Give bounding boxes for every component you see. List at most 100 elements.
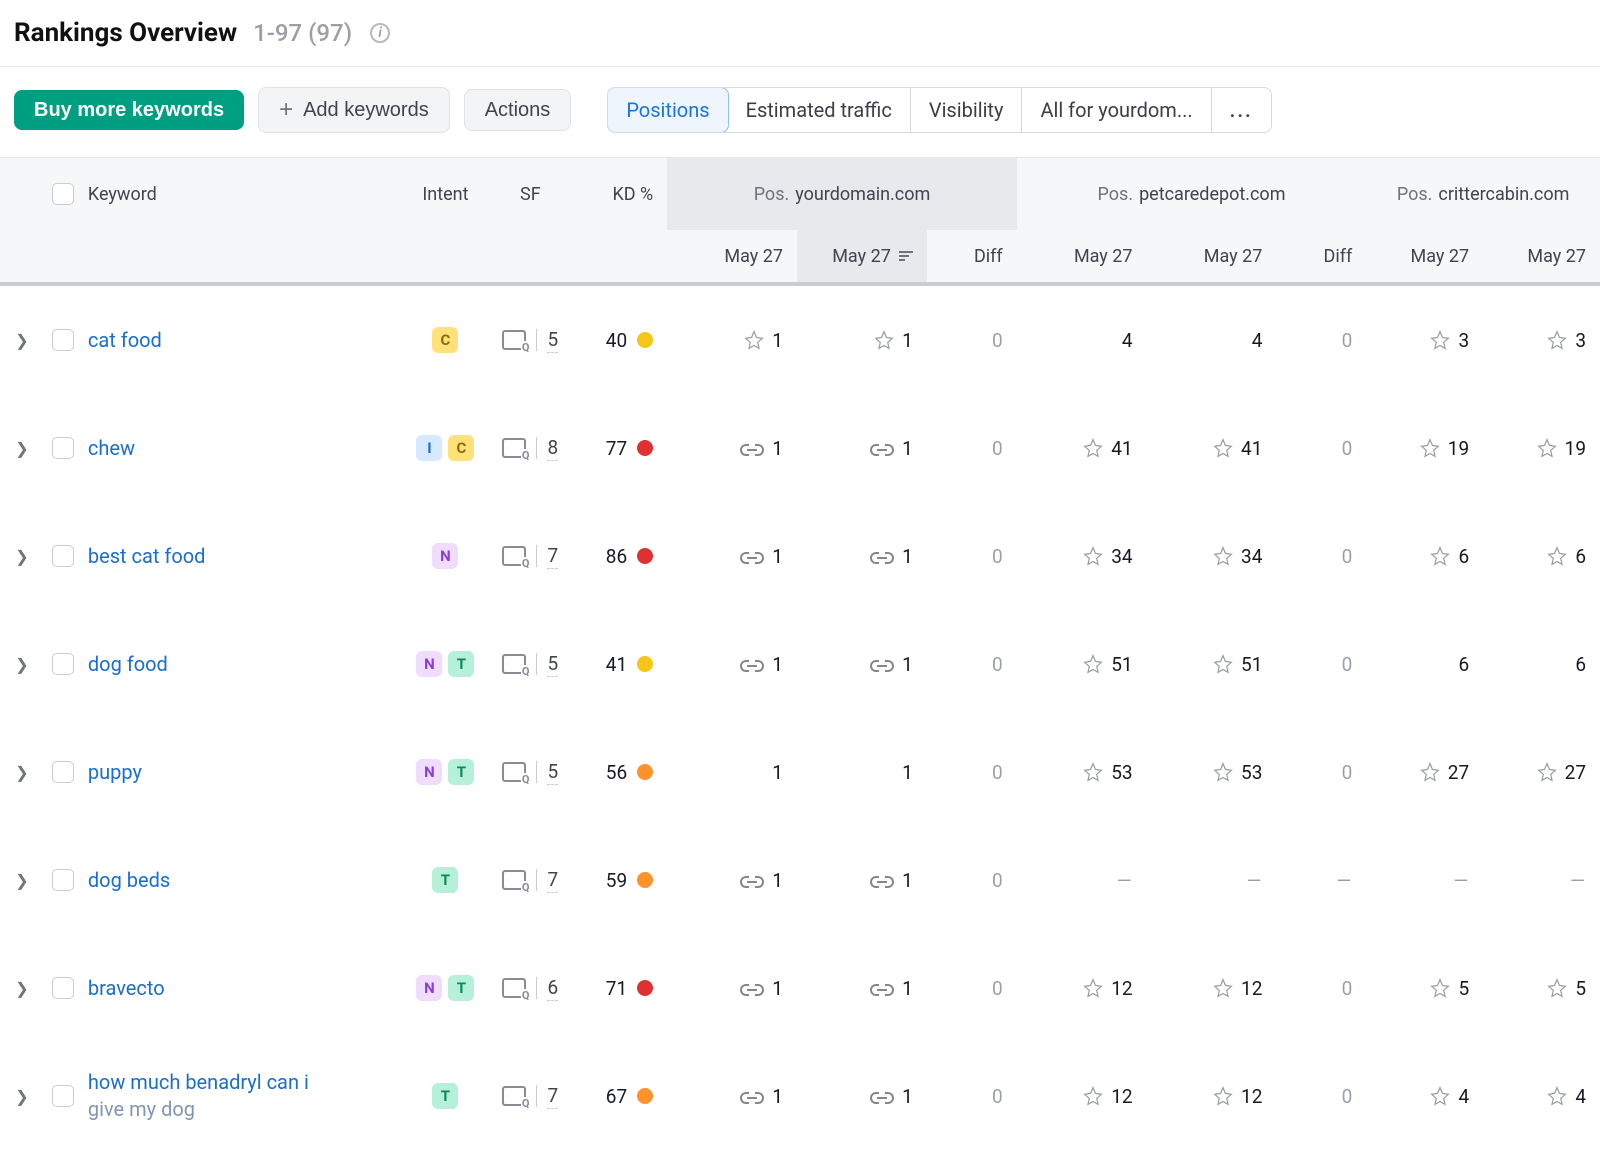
actions-button[interactable]: Actions (464, 89, 572, 131)
star-icon (1213, 546, 1233, 566)
intent-badge-c: C (432, 327, 458, 353)
keyword-link[interactable]: dog beds (88, 867, 170, 894)
position-value: 19 (1483, 437, 1586, 460)
expand-row-button[interactable]: ❯ (0, 979, 44, 998)
col-intent[interactable]: Intent (408, 184, 498, 205)
col-d2-date-a[interactable]: May 27 (1017, 246, 1147, 267)
row-checkbox[interactable] (44, 977, 88, 999)
col-d1-diff[interactable]: Diff (927, 246, 1017, 267)
table-row: ❯how much benadryl can igive my dogT7671… (0, 1042, 1600, 1150)
expand-row-button[interactable]: ❯ (0, 1087, 44, 1106)
star-icon (1083, 762, 1103, 782)
col-kd[interactable]: KD % (577, 184, 667, 205)
intent-badge-t: T (448, 975, 474, 1001)
serp-features[interactable]: 5 (502, 760, 558, 785)
col-domain-1[interactable]: Pos.yourdomain.com (667, 158, 1017, 230)
position-value: 41 (1017, 437, 1133, 460)
position-value: 6 (1366, 545, 1469, 568)
col-d1-date-a[interactable]: May 27 (667, 246, 797, 267)
col-sf[interactable]: SF (497, 184, 577, 205)
col-d3-date-b[interactable]: May 27 (1483, 246, 1600, 267)
expand-row-button[interactable]: ❯ (0, 439, 44, 458)
page-range: 1-97 (97) (253, 19, 352, 47)
tab-visibility[interactable]: Visibility (911, 88, 1023, 132)
row-checkbox[interactable] (44, 1085, 88, 1107)
serp-features[interactable]: 7 (502, 544, 558, 569)
keyword-link[interactable]: dog food (88, 651, 168, 678)
col-keyword[interactable]: Keyword (88, 184, 408, 205)
row-checkbox[interactable] (44, 653, 88, 675)
position-value: 27 (1483, 761, 1586, 784)
position-value: 6 (1483, 653, 1586, 676)
intent-badges: C (432, 327, 458, 353)
keyword-link[interactable]: puppy (88, 759, 142, 786)
position-value: 1 (797, 761, 913, 784)
star-icon (1083, 978, 1103, 998)
tab-more[interactable]: ... (1212, 88, 1271, 132)
col-domain-2[interactable]: Pos.petcaredepot.com (1017, 184, 1367, 205)
row-checkbox[interactable] (44, 329, 88, 351)
link-icon (740, 548, 764, 564)
row-checkbox[interactable] (44, 545, 88, 567)
star-icon (1537, 438, 1557, 458)
table-row: ❯chewIC877110414101919 (0, 394, 1600, 502)
serp-icon (502, 870, 526, 890)
expand-row-button[interactable]: ❯ (0, 331, 44, 350)
kd-value: 67 (577, 1085, 653, 1108)
intent-badges: T (432, 867, 458, 893)
row-checkbox[interactable] (44, 761, 88, 783)
position-value: 12 (1147, 1085, 1263, 1108)
diff-value: 0 (927, 545, 1003, 568)
star-icon (1213, 762, 1233, 782)
buy-keywords-button[interactable]: Buy more keywords (14, 90, 244, 130)
table-row: ❯bravectoNT6711101212055 (0, 934, 1600, 1042)
col-d3-date-a[interactable]: May 27 (1366, 246, 1483, 267)
kd-value: 86 (577, 545, 653, 568)
position-value: 6 (1366, 653, 1469, 676)
star-icon (1213, 978, 1233, 998)
position-value: 3 (1366, 329, 1469, 352)
diff-value: — (1276, 869, 1352, 892)
star-icon (1430, 330, 1450, 350)
keyword-link[interactable]: cat food (88, 327, 162, 354)
star-icon (1547, 546, 1567, 566)
keyword-link[interactable]: chew (88, 435, 135, 462)
position-value: 1 (667, 869, 783, 892)
tab-all-for-domain[interactable]: All for yourdom... (1022, 88, 1211, 132)
tab-estimated-traffic[interactable]: Estimated traffic (728, 88, 911, 132)
position-value: 4 (1366, 1085, 1469, 1108)
expand-row-button[interactable]: ❯ (0, 547, 44, 566)
serp-features[interactable]: 7 (502, 868, 558, 893)
select-all-checkbox[interactable] (44, 183, 88, 205)
col-domain-3[interactable]: Pos.crittercabin.com (1366, 184, 1600, 205)
keyword-link[interactable]: how much benadryl can igive my dog (88, 1069, 309, 1123)
row-checkbox[interactable] (44, 437, 88, 459)
add-keywords-button[interactable]: +Add keywords (258, 87, 450, 133)
expand-row-button[interactable]: ❯ (0, 871, 44, 890)
star-icon (1083, 654, 1103, 674)
link-icon (870, 872, 894, 888)
intent-badge-c: C (448, 435, 474, 461)
serp-features[interactable]: 5 (502, 652, 558, 677)
link-icon (740, 1088, 764, 1104)
expand-row-button[interactable]: ❯ (0, 655, 44, 674)
serp-features[interactable]: 7 (502, 1084, 558, 1109)
serp-features[interactable]: 5 (502, 328, 558, 353)
kd-value: 41 (577, 653, 653, 676)
serp-features[interactable]: 6 (502, 976, 558, 1001)
keyword-link[interactable]: best cat food (88, 543, 206, 570)
row-checkbox[interactable] (44, 869, 88, 891)
diff-value: 0 (1276, 977, 1352, 1000)
tab-positions[interactable]: Positions (607, 87, 728, 133)
keyword-link[interactable]: bravecto (88, 975, 165, 1002)
position-value: 4 (1147, 329, 1263, 352)
serp-features[interactable]: 8 (502, 436, 558, 461)
expand-row-button[interactable]: ❯ (0, 763, 44, 782)
col-d2-diff[interactable]: Diff (1276, 246, 1366, 267)
position-value: 1 (667, 977, 783, 1000)
position-value: 12 (1147, 977, 1263, 1000)
star-icon (1420, 438, 1440, 458)
col-d1-date-b[interactable]: May 27 (797, 230, 927, 282)
info-icon[interactable]: i (370, 23, 390, 43)
col-d2-date-b[interactable]: May 27 (1147, 246, 1277, 267)
